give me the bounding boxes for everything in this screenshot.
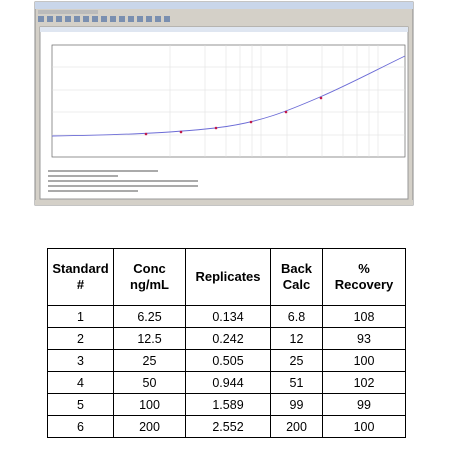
header-text: Calc <box>282 277 311 292</box>
table-cell: 4 <box>47 371 114 394</box>
table-cell: 50 <box>113 371 186 394</box>
table-cell: 93 <box>322 327 406 350</box>
table-cell: 200 <box>270 415 323 438</box>
header-cell: Standard # <box>47 248 114 306</box>
header-text: % <box>358 261 370 276</box>
table-row: 5 100 1.589 99 99 <box>47 393 406 416</box>
header-row: Standard # Conc ng/mL Replicates Back Calc% Rec… <box>47 248 406 306</box>
table-cell: 0.505 <box>185 349 271 372</box>
table-cell: 2.552 <box>185 415 271 438</box>
header-text: Replicates <box>195 269 261 284</box>
table-cell: 51 <box>270 371 323 394</box>
table-cell: 6.25 <box>113 305 186 328</box>
table-cell: 99 <box>270 393 323 416</box>
header-text: Recovery <box>334 277 394 292</box>
software-screenshot <box>34 1 414 206</box>
table-row: 4 50 0.944 51 102 <box>47 371 406 394</box>
table-row: 1 6.25 0.134 6.8 108 <box>47 305 406 328</box>
header-cell: Conc ng/mL <box>113 248 186 306</box>
table-cell: 100 <box>113 393 186 416</box>
table-cell: 200 <box>113 415 186 438</box>
table-cell: 99 <box>322 393 406 416</box>
header-cell: % Recovery <box>322 248 406 306</box>
table-cell: 100 <box>322 415 406 438</box>
plot-area <box>51 44 406 158</box>
table-cell: 0.944 <box>185 371 271 394</box>
header-cell: Back Calc <box>270 248 323 306</box>
table-cell: 0.134 <box>185 305 271 328</box>
table-cell: 6 <box>47 415 114 438</box>
menu-bar <box>38 10 98 14</box>
table-row: 6 200 2.552 200 100 <box>47 415 406 438</box>
table-cell: 100 <box>322 349 406 372</box>
status-bar <box>35 200 413 205</box>
table-cell: 5 <box>47 393 114 416</box>
table-row: 2 12.5 0.242 12 93 <box>47 327 406 350</box>
table-row: 3 25 0.505 25 100 <box>47 349 406 372</box>
table-cell: 1 <box>47 305 114 328</box>
table-cell: 25 <box>113 349 186 372</box>
standard-points <box>144 96 323 136</box>
fit-curve <box>51 55 406 137</box>
table-cell: 108 <box>322 305 406 328</box>
table-cell: 12 <box>270 327 323 350</box>
table-cell: 1.589 <box>185 393 271 416</box>
table-body: 1 6.25 0.134 6.8 108 2 12.5 0.242 12 93 3 25 0.505 25… <box>47 305 406 438</box>
table-cell: 3 <box>47 349 114 372</box>
table-cell: 0.242 <box>185 327 271 350</box>
header-cell: Replicates <box>185 248 271 306</box>
table-cell: 25 <box>270 349 323 372</box>
table-cell: 12.5 <box>113 327 186 350</box>
header-text: Back <box>280 261 313 276</box>
table-header: Standard # Conc ng/mL Replicates Back Calc% Rec… <box>47 248 406 306</box>
table-cell: 102 <box>322 371 406 394</box>
standards-table: Standard # Conc ng/mL Replicates Back Calc% Rec… <box>47 248 406 438</box>
plot-window-title <box>40 27 408 32</box>
header-text: Conc <box>133 261 166 276</box>
results-text <box>48 170 198 192</box>
table-cell: 2 <box>47 327 114 350</box>
toolbar <box>38 16 170 22</box>
header-text: ng/mL <box>130 277 169 292</box>
header-text: Standard <box>52 261 109 276</box>
table-cell: 6.8 <box>270 305 323 328</box>
header-text: # <box>76 277 85 292</box>
title-bar <box>35 2 413 9</box>
